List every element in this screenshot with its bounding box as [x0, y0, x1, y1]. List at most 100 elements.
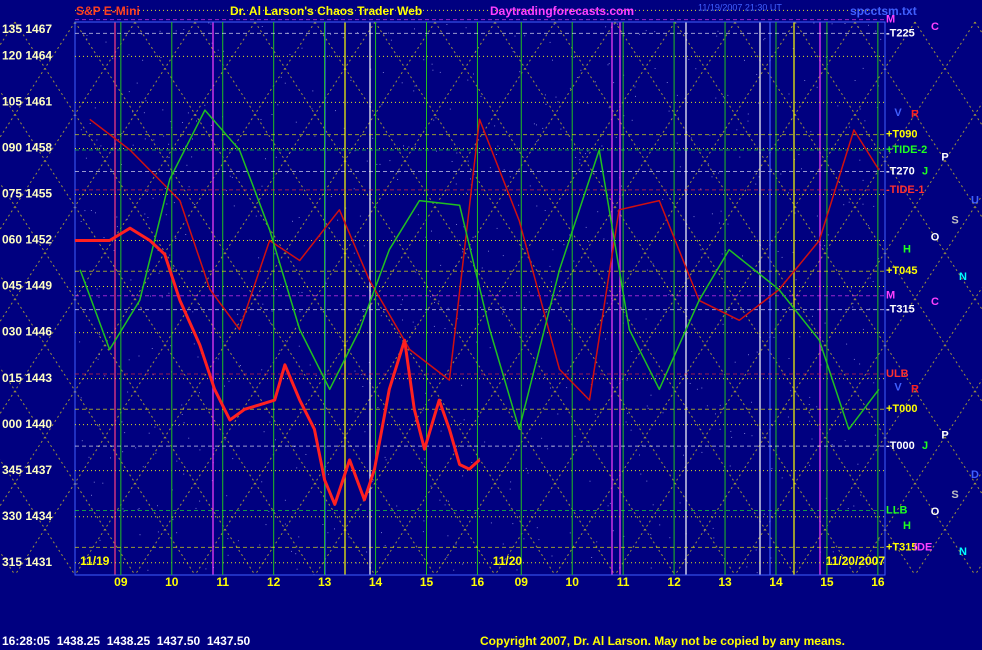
website: Daytradingforecasts.com [490, 4, 634, 18]
star-dot [579, 159, 581, 161]
star-dot [478, 410, 480, 412]
star-dot [144, 138, 146, 140]
star-dot [849, 126, 851, 128]
x-tick-label: 16 [471, 575, 485, 589]
star-dot [172, 267, 174, 269]
star-dot [363, 245, 365, 247]
star-dot [86, 34, 88, 36]
star-dot [646, 269, 648, 271]
star-dot [576, 77, 578, 78]
star-dot [100, 145, 102, 147]
star-dot [315, 375, 317, 377]
star-dot [831, 444, 833, 445]
star-dot [715, 97, 717, 99]
star-dot [261, 369, 263, 371]
level-label: -T315 [886, 303, 915, 315]
star-dot [144, 213, 146, 215]
star-dot [423, 520, 425, 522]
star-dot [226, 495, 228, 497]
star-dot [706, 405, 708, 407]
star-dot [103, 237, 105, 239]
planet-label: O [931, 506, 940, 518]
y-tick-label: 120 1464 [2, 49, 52, 63]
star-dot [853, 358, 855, 360]
star-dot [575, 156, 577, 158]
star-dot [609, 502, 611, 504]
star-dot [449, 108, 451, 110]
star-dot [284, 82, 286, 84]
star-dot [509, 488, 511, 490]
star-dot [792, 251, 794, 253]
star-dot [298, 345, 300, 347]
star-dot [755, 183, 757, 185]
star-dot [414, 326, 416, 328]
star-dot [444, 504, 446, 506]
star-dot [396, 505, 398, 507]
star-dot [275, 156, 277, 158]
star-dot [439, 242, 440, 244]
star-dot [721, 253, 723, 255]
star-dot [173, 202, 175, 204]
star-dot [549, 265, 551, 267]
star-dot [716, 35, 718, 37]
star-dot [381, 532, 382, 534]
star-dot [296, 568, 298, 570]
star-dot [680, 376, 682, 378]
star-dot [594, 81, 596, 83]
star-dot [116, 216, 118, 218]
star-dot [143, 112, 145, 114]
star-dot [364, 431, 366, 433]
star-dot [380, 315, 382, 317]
star-dot [284, 499, 286, 501]
star-dot [348, 536, 350, 538]
star-dot [516, 569, 518, 571]
star-dot [471, 102, 473, 104]
star-dot [183, 422, 185, 424]
star-dot [518, 204, 520, 206]
star-dot [359, 215, 361, 217]
x-tick-label: 12 [667, 575, 681, 589]
star-dot [446, 24, 448, 25]
star-dot [362, 310, 364, 312]
date-label: 11/20 [493, 554, 523, 568]
star-dot [199, 392, 200, 394]
y-tick-label: 330 1434 [2, 509, 52, 523]
star-dot [166, 203, 168, 205]
star-dot [551, 555, 553, 557]
planet-label: V [894, 382, 902, 394]
star-dot [869, 308, 871, 310]
y-tick-label: 060 1452 [2, 233, 52, 247]
star-dot [121, 133, 123, 134]
star-dot [751, 435, 753, 437]
star-dot [121, 421, 123, 423]
star-dot [414, 28, 415, 30]
star-dot [397, 171, 399, 173]
star-dot [76, 483, 78, 485]
star-dot [639, 454, 640, 456]
star-dot [873, 205, 875, 207]
star-dot [377, 407, 379, 408]
star-dot [762, 437, 764, 439]
star-dot [585, 153, 586, 155]
star-dot [852, 302, 854, 304]
star-dot [662, 412, 664, 414]
x-tick-label: 09 [515, 575, 529, 589]
star-dot [335, 110, 336, 112]
star-dot [99, 539, 101, 541]
star-dot [130, 279, 132, 281]
star-dot [480, 95, 482, 97]
star-dot [353, 239, 355, 241]
star-dot [727, 223, 729, 225]
star-dot [261, 481, 263, 483]
star-dot [277, 104, 279, 106]
star-dot [89, 123, 91, 124]
star-dot [298, 217, 300, 218]
star-dot [157, 250, 159, 252]
star-dot [630, 429, 632, 431]
star-dot [862, 328, 864, 330]
star-dot [84, 210, 86, 212]
star-dot [547, 472, 548, 474]
star-dot [138, 508, 140, 509]
y-tick-label: 090 1458 [2, 141, 52, 155]
star-dot [439, 499, 441, 501]
